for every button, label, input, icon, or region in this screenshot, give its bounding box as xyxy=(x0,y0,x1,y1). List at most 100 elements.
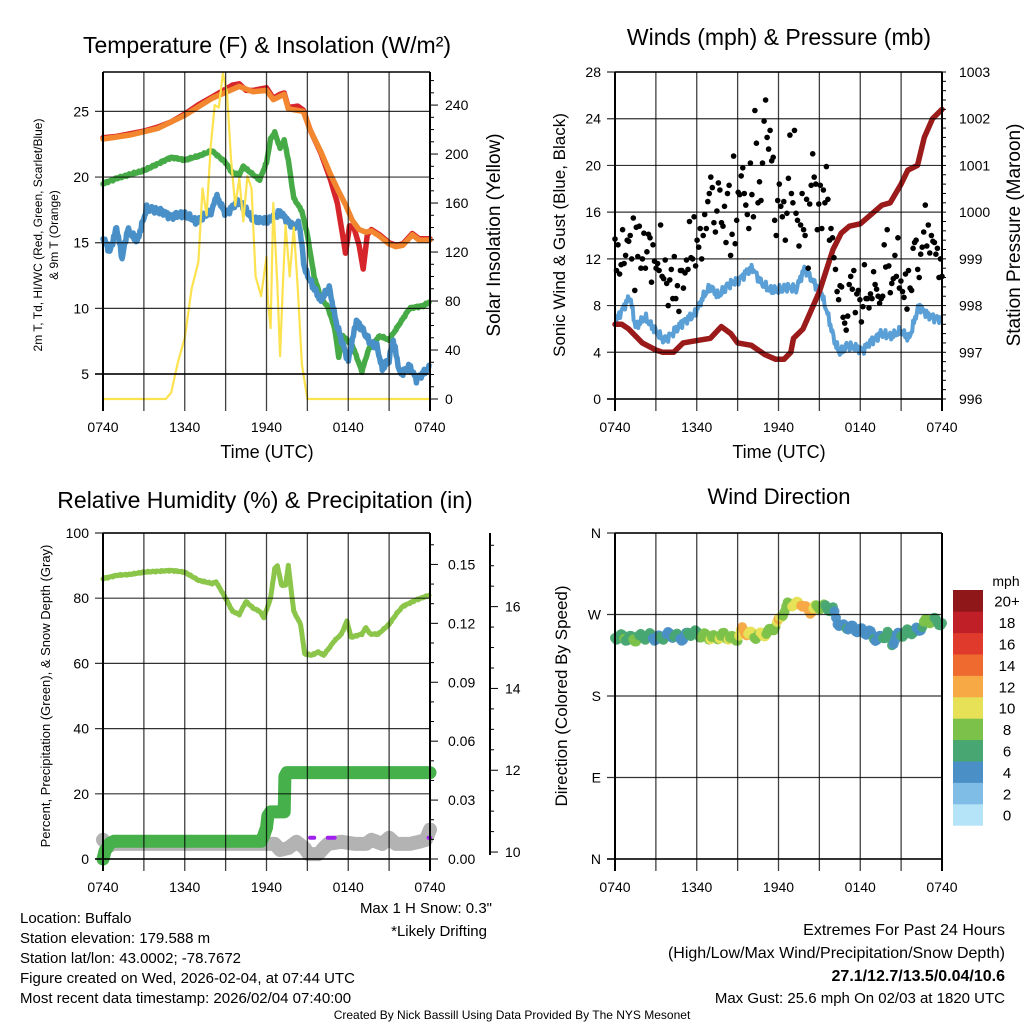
gust-point xyxy=(758,197,764,204)
gust-point xyxy=(641,230,647,236)
gust-point xyxy=(701,211,708,218)
gust-point xyxy=(619,226,626,233)
recent-timestamp: Most recent data timestamp: 2026/02/04 0… xyxy=(20,990,351,1007)
gust-point xyxy=(852,309,859,316)
y-tick-label: 0 xyxy=(593,391,601,407)
colorbar-label: 8 xyxy=(1003,722,1011,739)
gust-point xyxy=(881,242,887,248)
y-tick-label: S xyxy=(592,688,601,704)
gust-point xyxy=(892,252,898,259)
gust-point xyxy=(811,174,817,180)
right-y-tick-label: 996 xyxy=(959,391,983,407)
gust-point xyxy=(650,242,656,248)
gust-point xyxy=(726,182,732,189)
gust-point xyxy=(691,214,697,220)
y-axis-title: Sonic Wind & Gust (Blue, Black) xyxy=(550,113,569,357)
likely-drifting-note: *Likely Drifting xyxy=(391,923,487,940)
precip-tick-label: 0.00 xyxy=(448,851,475,867)
gust-point xyxy=(806,201,813,207)
colorbar-swatch xyxy=(953,654,983,676)
gust-point xyxy=(724,190,731,197)
gust-point xyxy=(703,225,710,232)
colorbar-label: 4 xyxy=(1003,765,1011,782)
right-y-tick-label: 160 xyxy=(445,195,469,211)
gust-point xyxy=(802,232,808,239)
gust-point xyxy=(864,295,871,302)
gust-point xyxy=(686,218,693,225)
gust-point xyxy=(861,261,868,268)
y-tick-label: 28 xyxy=(585,64,601,80)
gust-point xyxy=(746,225,752,232)
gust-point xyxy=(770,154,776,161)
x-tick-label: 1340 xyxy=(681,879,712,895)
gust-point xyxy=(814,226,821,233)
snow-tick-label: 14 xyxy=(505,680,521,696)
gust-point xyxy=(922,202,929,208)
x-axis-title: Time (UTC) xyxy=(220,442,313,462)
gust-point xyxy=(820,187,827,193)
station-latlon: Station lat/lon: 43.0002; -78.7672 xyxy=(20,950,241,967)
right-y-tick-label: 0 xyxy=(445,391,453,407)
right-y-tick-label: 1000 xyxy=(959,204,990,220)
gust-point xyxy=(750,214,757,220)
colorbar-swatch xyxy=(953,718,983,741)
gust-point xyxy=(846,281,852,288)
gust-point xyxy=(656,267,662,274)
gust-point xyxy=(662,257,668,263)
gust-point xyxy=(887,289,894,296)
chart-title: Relative Humidity (%) & Precipitation (i… xyxy=(57,487,472,513)
y-axis-title: Percent, Precipitation (Green), & Snow D… xyxy=(38,545,53,848)
gust-point xyxy=(644,249,650,255)
gust-point xyxy=(657,222,664,228)
y-tick-label: N xyxy=(591,525,601,541)
gust-point xyxy=(831,254,837,261)
gust-point xyxy=(914,266,921,273)
gust-point xyxy=(793,210,799,217)
right-y-tick-label: 240 xyxy=(445,97,469,113)
gust-point xyxy=(889,280,895,287)
gust-point xyxy=(928,232,935,239)
x-tick-label: 0140 xyxy=(333,879,364,895)
gust-point xyxy=(832,266,839,273)
x-tick-label: 0740 xyxy=(926,419,957,435)
y-tick-label: 8 xyxy=(593,298,601,314)
gust-point xyxy=(727,252,734,259)
gust-point xyxy=(759,160,766,166)
gust-point xyxy=(729,231,735,238)
gust-point xyxy=(869,295,875,302)
plot-grid-layer xyxy=(95,71,983,871)
x-tick-label: 0740 xyxy=(599,879,630,895)
gust-point xyxy=(910,245,916,252)
y-tick-label: W xyxy=(588,607,602,623)
gust-point xyxy=(740,165,746,171)
y-axis-title-line2: & 9m T (Orange) xyxy=(47,190,61,280)
y-axis-title-line1: 2m T, Td, HI/WC (Red, Green, Scarlet/Blu… xyxy=(31,119,45,352)
colorbar-label: 10 xyxy=(999,701,1016,718)
colorbar-label: 18 xyxy=(999,615,1016,632)
snow-tick-label: 16 xyxy=(505,599,521,615)
gust-point xyxy=(706,190,713,197)
gust-point xyxy=(776,181,783,187)
y-tick-label: 20 xyxy=(585,157,601,173)
gust-point xyxy=(752,107,758,114)
gust-point xyxy=(803,196,810,203)
gust-point xyxy=(917,251,924,257)
x-tick-label: 1940 xyxy=(763,419,794,435)
figure-created: Figure created on Wed, 2026-02-04, at 07… xyxy=(20,970,355,987)
x-axis-title: Time (UTC) xyxy=(732,442,825,462)
precip-tick-label: 0.03 xyxy=(448,792,475,808)
colorbar-label: 2 xyxy=(1003,786,1011,803)
gust-point xyxy=(823,163,830,170)
precip-line xyxy=(96,766,437,866)
chart-title: Winds (mph) & Pressure (mb) xyxy=(627,24,931,50)
colorbar-swatch xyxy=(953,675,983,698)
gust-point xyxy=(685,266,691,273)
right-y-tick-label: 1002 xyxy=(959,111,990,127)
snow-depth-line xyxy=(96,822,437,862)
x-tick-label: 0740 xyxy=(414,879,445,895)
right-y-tick-label: 200 xyxy=(445,146,469,162)
gust-point xyxy=(908,287,915,294)
series-line-insolation xyxy=(101,72,432,401)
gust-point xyxy=(762,97,769,103)
